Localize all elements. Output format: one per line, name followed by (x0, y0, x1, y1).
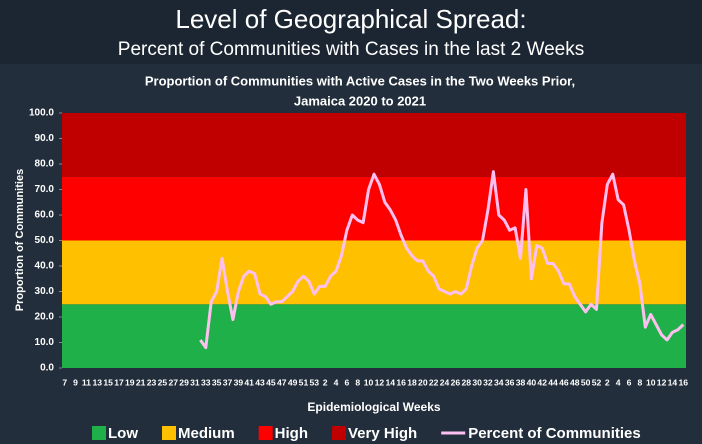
y-tick-label: 100.0 (29, 108, 54, 119)
x-tick-label: 45 (266, 377, 276, 387)
x-tick-label: 31 (190, 377, 200, 387)
x-tick-label: 14 (385, 377, 395, 387)
x-tick-label: 21 (136, 377, 146, 387)
chart-title: Jamaica 2020 to 2021 (294, 93, 426, 108)
x-tick-label: 14 (668, 377, 678, 387)
legend-label: Percent of Communities (468, 425, 641, 442)
x-tick-label: 33 (201, 377, 211, 387)
x-tick-label: 23 (147, 377, 157, 387)
x-tick-label: 36 (505, 377, 515, 387)
y-tick-label: 70.0 (35, 184, 55, 195)
x-tick-label: 53 (310, 377, 320, 387)
x-tick-label: 8 (637, 377, 642, 387)
x-tick-label: 4 (334, 377, 339, 387)
y-tick-label: 20.0 (35, 312, 55, 323)
x-tick-label: 11 (82, 377, 91, 387)
y-tick-label: 80.0 (35, 159, 55, 170)
x-tick-label: 26 (451, 377, 461, 387)
x-tick-label: 40 (527, 377, 537, 387)
x-tick-label: 46 (559, 377, 569, 387)
x-tick-label: 44 (548, 377, 558, 387)
x-tick-label: 35 (212, 377, 222, 387)
band (62, 304, 686, 368)
x-tick-label: 10 (364, 377, 374, 387)
chart-title: Proportion of Communities with Active Ca… (145, 73, 575, 88)
band (62, 176, 686, 241)
y-tick-label: 60.0 (35, 210, 55, 221)
x-tick-label: 12 (657, 377, 667, 387)
x-tick-label: 34 (494, 377, 504, 387)
x-tick-label: 16 (679, 377, 689, 387)
x-tick-label: 10 (646, 377, 656, 387)
legend-label: Medium (178, 425, 235, 442)
legend-swatch (332, 426, 346, 440)
x-tick-label: 16 (396, 377, 406, 387)
band (62, 240, 686, 305)
x-tick-label: 20 (418, 377, 428, 387)
legend-swatch (162, 426, 176, 440)
x-tick-label: 15 (103, 377, 113, 387)
x-tick-label: 49 (288, 377, 298, 387)
x-tick-label: 32 (483, 377, 493, 387)
x-tick-label: 24 (440, 377, 450, 387)
x-tick-label: 4 (616, 377, 621, 387)
x-tick-label: 28 (461, 377, 471, 387)
x-tick-label: 42 (537, 377, 547, 387)
y-tick-label: 30.0 (35, 286, 55, 297)
x-tick-label: 29 (179, 377, 189, 387)
legend-label: Very High (348, 425, 417, 442)
legend-label: Low (108, 425, 138, 442)
x-tick-label: 27 (168, 377, 178, 387)
x-tick-label: 13 (92, 377, 102, 387)
legend-swatch (92, 426, 106, 440)
data-line (199, 170, 685, 350)
x-tick-label: 25 (158, 377, 168, 387)
x-tick-label: 17 (114, 377, 124, 387)
x-tick-label: 6 (627, 377, 632, 387)
x-tick-label: 41 (244, 377, 254, 387)
page-title: Level of Geographical Spread: (175, 4, 526, 34)
x-tick-label: 6 (344, 377, 349, 387)
x-tick-label: 19 (125, 377, 135, 387)
x-tick-label: 43 (255, 377, 265, 387)
x-tick-label: 30 (472, 377, 482, 387)
page-subtitle: Percent of Communities with Cases in the… (118, 39, 584, 60)
legend-label: High (275, 425, 308, 442)
x-tick-label: 18 (407, 377, 417, 387)
x-tick-label: 39 (234, 377, 244, 387)
x-tick-label: 8 (355, 377, 360, 387)
y-axis-label: Proportion of Communities (14, 169, 26, 311)
x-tick-label: 38 (516, 377, 526, 387)
band (62, 113, 686, 177)
y-tick-label: 0.0 (40, 363, 54, 374)
x-tick-label: 9 (73, 377, 78, 387)
x-axis-label: Epidemiological Weeks (307, 400, 440, 414)
x-tick-label: 2 (605, 377, 610, 387)
x-tick-label: 48 (570, 377, 580, 387)
x-tick-label: 47 (277, 377, 287, 387)
x-tick-label: 51 (299, 377, 309, 387)
y-tick-label: 50.0 (35, 235, 55, 246)
x-tick-label: 7 (62, 377, 67, 387)
x-tick-label: 12 (375, 377, 385, 387)
y-tick-label: 90.0 (35, 133, 55, 144)
x-tick-label: 2 (323, 377, 328, 387)
x-tick-label: 52 (592, 377, 602, 387)
legend-swatch (258, 426, 273, 440)
x-tick-label: 37 (223, 377, 233, 387)
y-tick-label: 10.0 (35, 337, 55, 348)
x-tick-label: 22 (429, 377, 439, 387)
y-tick-label: 40.0 (35, 261, 55, 272)
x-tick-label: 50 (581, 377, 591, 387)
